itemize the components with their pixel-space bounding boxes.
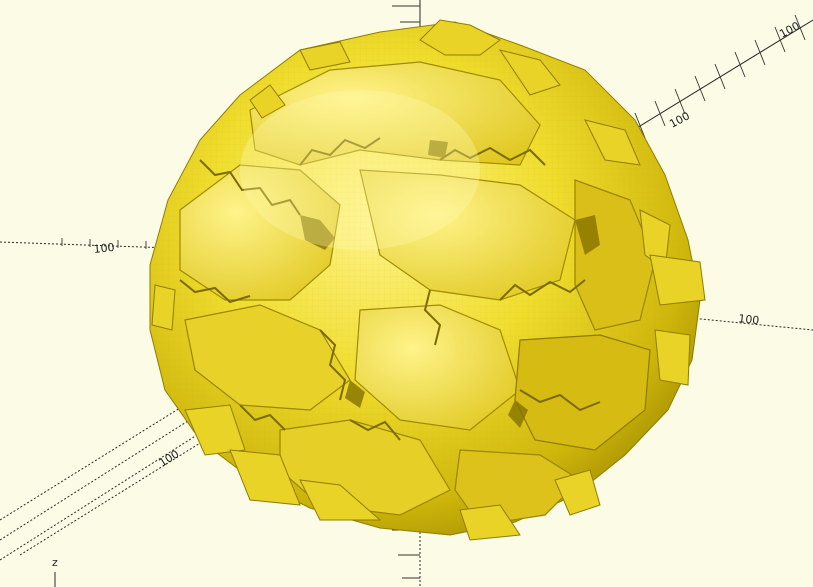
- y-axis-ticks-left: [61, 238, 147, 249]
- crevices: [300, 140, 600, 428]
- ridges: [179, 137, 601, 441]
- scale-label-front: 100: [738, 312, 760, 327]
- cell-top: [249, 61, 541, 166]
- voronoi-sphere-model[interactable]: [149, 19, 706, 541]
- axis-label-z: z: [52, 556, 58, 569]
- cell-lower-left: [184, 304, 351, 411]
- scale-label-left: 100: [93, 241, 115, 256]
- scale-label-right: 100: [667, 109, 692, 130]
- specular-highlight: [240, 90, 480, 250]
- voronoi-cells: [179, 61, 656, 526]
- cell-left: [179, 164, 341, 301]
- x-axis-ticks: [614, 14, 806, 152]
- rim-protrusions: [151, 19, 706, 541]
- y-axis-dashed-line: [0, 241, 171, 249]
- scale-label-lower-left: 100: [157, 447, 182, 469]
- cell-lower-center: [354, 304, 521, 431]
- cell-center: [359, 169, 576, 301]
